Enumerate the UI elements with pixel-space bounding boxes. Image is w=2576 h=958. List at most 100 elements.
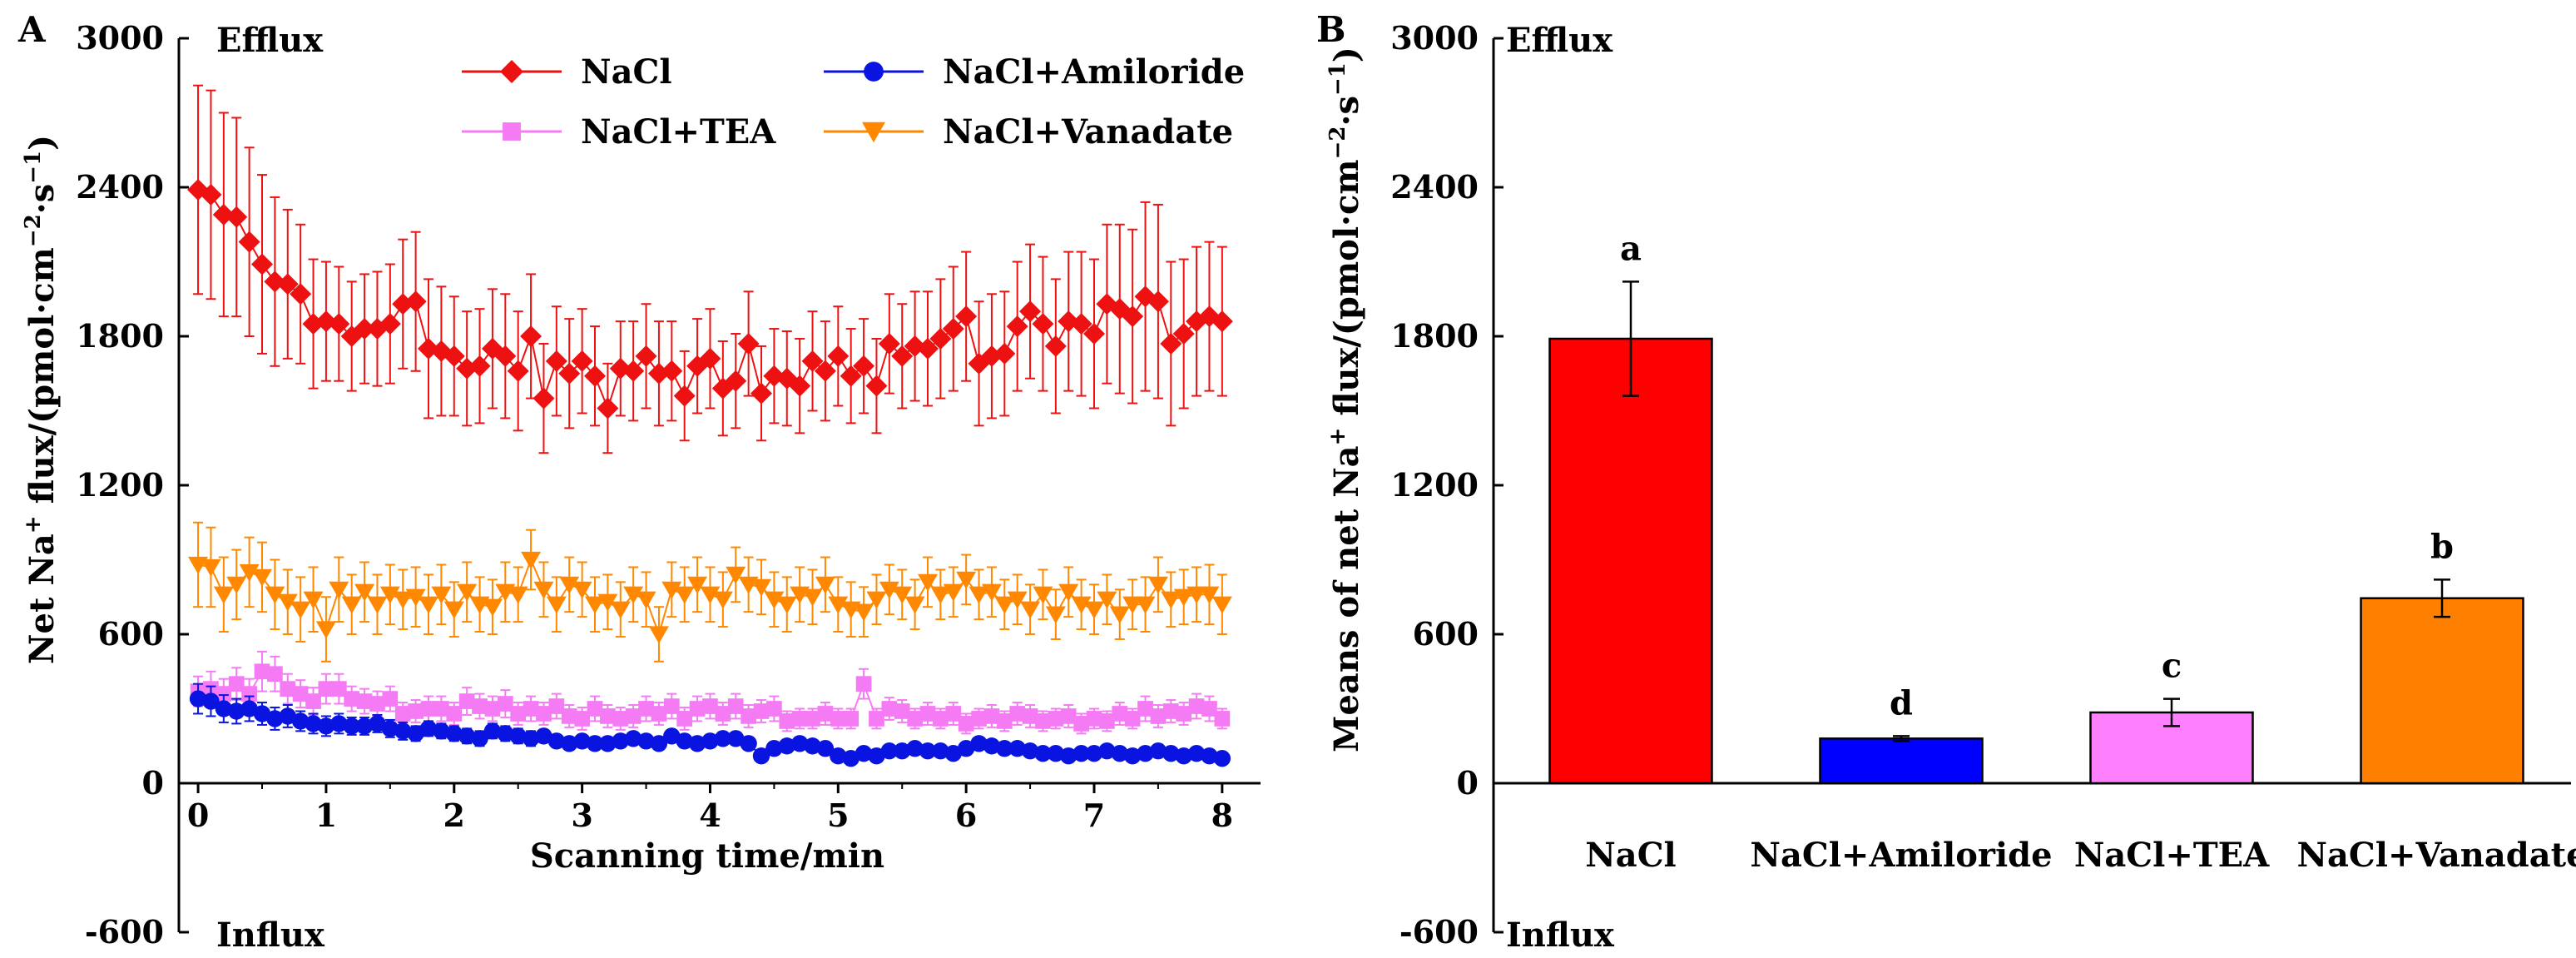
b-y-tick-label: 3000 [1390, 19, 1479, 57]
series-nacl-tea [190, 650, 1231, 735]
data-point [1214, 711, 1231, 727]
panel-a-y-axis-label: Net Na+ flux/(pmol·cm−2·s−1) [21, 135, 62, 664]
data-point [354, 318, 376, 340]
data-point [291, 712, 310, 730]
panel-b-bars: a NaCl d NaCl+Amiloride c NaCl+TEA b NaCl+Vanad… [1548, 229, 2576, 875]
data-point [431, 586, 452, 604]
b-ylabel-mid: flux/(pmol·cm [1327, 159, 1366, 427]
data-point [228, 676, 245, 692]
series-nacl-vanadate [188, 521, 1232, 663]
data-point [776, 596, 797, 614]
data-point [933, 711, 949, 727]
data-point [688, 735, 706, 752]
a-ylabel-mid: flux/(pmol·cm [22, 247, 62, 515]
data-point [843, 711, 859, 727]
data-point [1122, 596, 1143, 614]
data-point [932, 742, 949, 760]
data-point [573, 732, 591, 750]
data-point [561, 735, 578, 752]
data-point [1045, 606, 1066, 624]
data-point [866, 591, 887, 609]
significance-letter: d [1890, 683, 1913, 722]
data-point [1175, 747, 1192, 765]
a-y-tick-label: 0 [142, 764, 164, 802]
data-point [638, 701, 654, 717]
data-point [443, 345, 465, 367]
data-point [919, 742, 937, 760]
data-point [855, 745, 873, 762]
data-point [751, 382, 772, 405]
data-point [458, 693, 475, 709]
data-point [970, 735, 988, 752]
data-point [753, 703, 770, 719]
data-point [648, 626, 669, 644]
data-point [407, 725, 424, 742]
a-x-tick-label: 6 [955, 797, 977, 834]
category-label: NaCl+Amiloride [1750, 836, 2052, 875]
data-point [764, 591, 785, 609]
data-point [625, 708, 642, 724]
data-point [1070, 313, 1092, 335]
data-point [996, 713, 1013, 729]
data-point [789, 375, 811, 397]
b-ylabel-sup2: −2 [1325, 126, 1350, 159]
bar-nacl-amiloride [1819, 737, 1984, 785]
data-point [674, 586, 695, 604]
data-point [878, 332, 900, 355]
a-x-tick-label: 4 [699, 797, 721, 834]
data-point [241, 686, 257, 702]
data-point [546, 596, 567, 614]
b-y-tick-label: 1800 [1390, 317, 1479, 355]
data-point [701, 732, 719, 750]
data-point [778, 737, 795, 755]
data-point [472, 698, 488, 714]
a-x-tick-label: 1 [315, 797, 337, 834]
data-point [1084, 601, 1104, 619]
data-point [676, 732, 693, 750]
panel-b-influx-label: Influx [1506, 916, 1615, 955]
data-point [201, 558, 221, 577]
data-point [663, 727, 681, 745]
panel-a-influx-label: Influx [216, 916, 325, 955]
data-point [1083, 323, 1105, 345]
data-point [1060, 708, 1077, 724]
legend-marker [503, 122, 521, 141]
panel-a-efflux-label: Efflux [216, 21, 324, 60]
data-point [687, 576, 708, 594]
data-point [881, 701, 898, 717]
data-point [213, 586, 234, 604]
data-point [855, 676, 872, 692]
data-point [994, 596, 1015, 614]
data-point [1201, 701, 1217, 717]
data-point [254, 663, 270, 680]
data-point [983, 737, 1001, 755]
panel-b-label: B [1316, 9, 1346, 50]
data-point [468, 355, 491, 377]
data-point [828, 596, 849, 614]
data-point [1213, 749, 1231, 767]
data-point [379, 313, 401, 335]
a-x-tick-label: 2 [443, 797, 465, 834]
b-ylabel-sup3: −1 [1325, 62, 1350, 96]
data-point [1048, 711, 1064, 727]
data-point [483, 722, 502, 740]
significance-letter: a [1620, 229, 1642, 268]
a-ylabel-sup2: −2 [21, 214, 46, 247]
data-point [225, 206, 248, 228]
a-ylabel-base: Net Na [22, 534, 62, 664]
data-point [1073, 745, 1090, 762]
data-point [228, 702, 245, 720]
series-nacl [187, 84, 1233, 454]
data-point [303, 591, 324, 609]
data-point [587, 701, 603, 717]
data-point [548, 698, 565, 714]
data-point [702, 698, 718, 714]
data-point [1172, 323, 1195, 345]
data-point [367, 596, 388, 614]
data-point [1147, 576, 1168, 594]
data-point [1162, 703, 1179, 719]
data-point [200, 183, 222, 206]
data-point [917, 337, 939, 360]
data-point [779, 713, 795, 729]
legend-marker [500, 60, 523, 83]
